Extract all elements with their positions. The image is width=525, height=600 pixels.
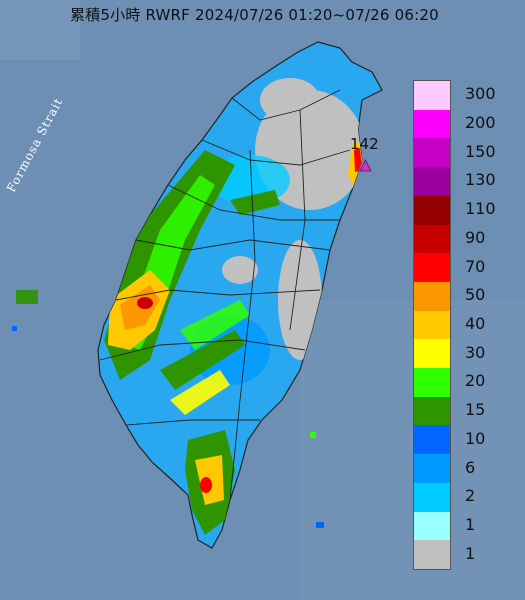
rainfall-shading bbox=[104, 78, 366, 535]
max-rainfall-marker-icon bbox=[359, 159, 372, 172]
legend-label: 150 bbox=[465, 141, 496, 161]
legend-color-box bbox=[414, 224, 450, 254]
rain-south-red bbox=[200, 477, 212, 493]
legend-label: 200 bbox=[465, 113, 496, 133]
legend-label: 6 bbox=[465, 457, 476, 477]
map-title: 累積5小時 RWRF 2024/07/26 01:20~07/26 06:20 bbox=[70, 6, 439, 24]
legend-color-box bbox=[414, 195, 450, 225]
legend-color-box bbox=[414, 81, 450, 110]
rain-90mm-spot bbox=[137, 297, 153, 309]
legend-label: 50 bbox=[465, 285, 486, 305]
legend-labels: 300 200 150 130 110 90 70 50 40 30 20 15 10 6 2 1 1 bbox=[465, 80, 525, 568]
legend-label: 40 bbox=[465, 314, 486, 333]
rain-east-coast-max bbox=[354, 148, 362, 172]
legend-label: 300 bbox=[465, 84, 496, 104]
pacific-texture bbox=[300, 300, 525, 600]
green-island-speck bbox=[310, 432, 316, 438]
no-rain-area-center bbox=[222, 256, 258, 284]
rain-streak-north bbox=[230, 190, 280, 215]
legend-label: 70 bbox=[465, 256, 486, 276]
legend-color-box bbox=[414, 281, 450, 311]
border-line-4 bbox=[135, 239, 331, 251]
border-line-6 bbox=[99, 339, 306, 361]
legend-color-box bbox=[414, 339, 450, 369]
legend-color-box bbox=[414, 482, 450, 512]
border-line-9 bbox=[289, 109, 306, 331]
county-borders bbox=[99, 89, 351, 501]
border-line-5 bbox=[115, 289, 321, 301]
legend-color-box bbox=[414, 253, 450, 282]
border-line-3 bbox=[167, 184, 340, 221]
legend-label: 110 bbox=[465, 199, 496, 219]
orchid-island-speck bbox=[316, 522, 324, 528]
legend-label: 90 bbox=[465, 227, 486, 247]
legend-label: 1 bbox=[465, 514, 476, 534]
legend-color-box bbox=[414, 425, 450, 455]
island-speck-1 bbox=[12, 326, 17, 331]
legend-label: 1 bbox=[465, 543, 476, 563]
border-line-7 bbox=[125, 419, 260, 426]
legend-color-box bbox=[414, 167, 450, 196]
legend-color-box bbox=[414, 511, 450, 541]
rain-streak-2 bbox=[160, 330, 245, 390]
legend-color-box bbox=[414, 396, 450, 426]
legend-color-box bbox=[414, 454, 450, 483]
penghu-islands bbox=[16, 290, 38, 304]
legend-label: 15 bbox=[465, 400, 486, 420]
border-line-2 bbox=[201, 139, 351, 166]
rain-streak-3 bbox=[170, 370, 230, 415]
max-rainfall-value: 142 bbox=[350, 135, 379, 153]
legend-label: 10 bbox=[465, 428, 486, 448]
legend-color-box bbox=[414, 540, 450, 569]
border-line-1 bbox=[231, 89, 341, 121]
legend-color-box bbox=[414, 368, 450, 397]
no-rain-area-taipei bbox=[260, 78, 320, 122]
legend-label: 2 bbox=[465, 486, 476, 506]
border-line-8 bbox=[229, 149, 256, 501]
color-legend bbox=[413, 80, 451, 570]
legend-label: 30 bbox=[465, 342, 486, 362]
rain-streak-1 bbox=[180, 300, 250, 350]
legend-label: 130 bbox=[465, 170, 496, 190]
legend-label: 20 bbox=[465, 371, 486, 391]
legend-color-box bbox=[414, 310, 450, 340]
legend-color-box bbox=[414, 138, 450, 168]
no-rain-area-east bbox=[278, 240, 322, 360]
legend-color-box bbox=[414, 109, 450, 139]
offshore-texture bbox=[0, 0, 80, 60]
